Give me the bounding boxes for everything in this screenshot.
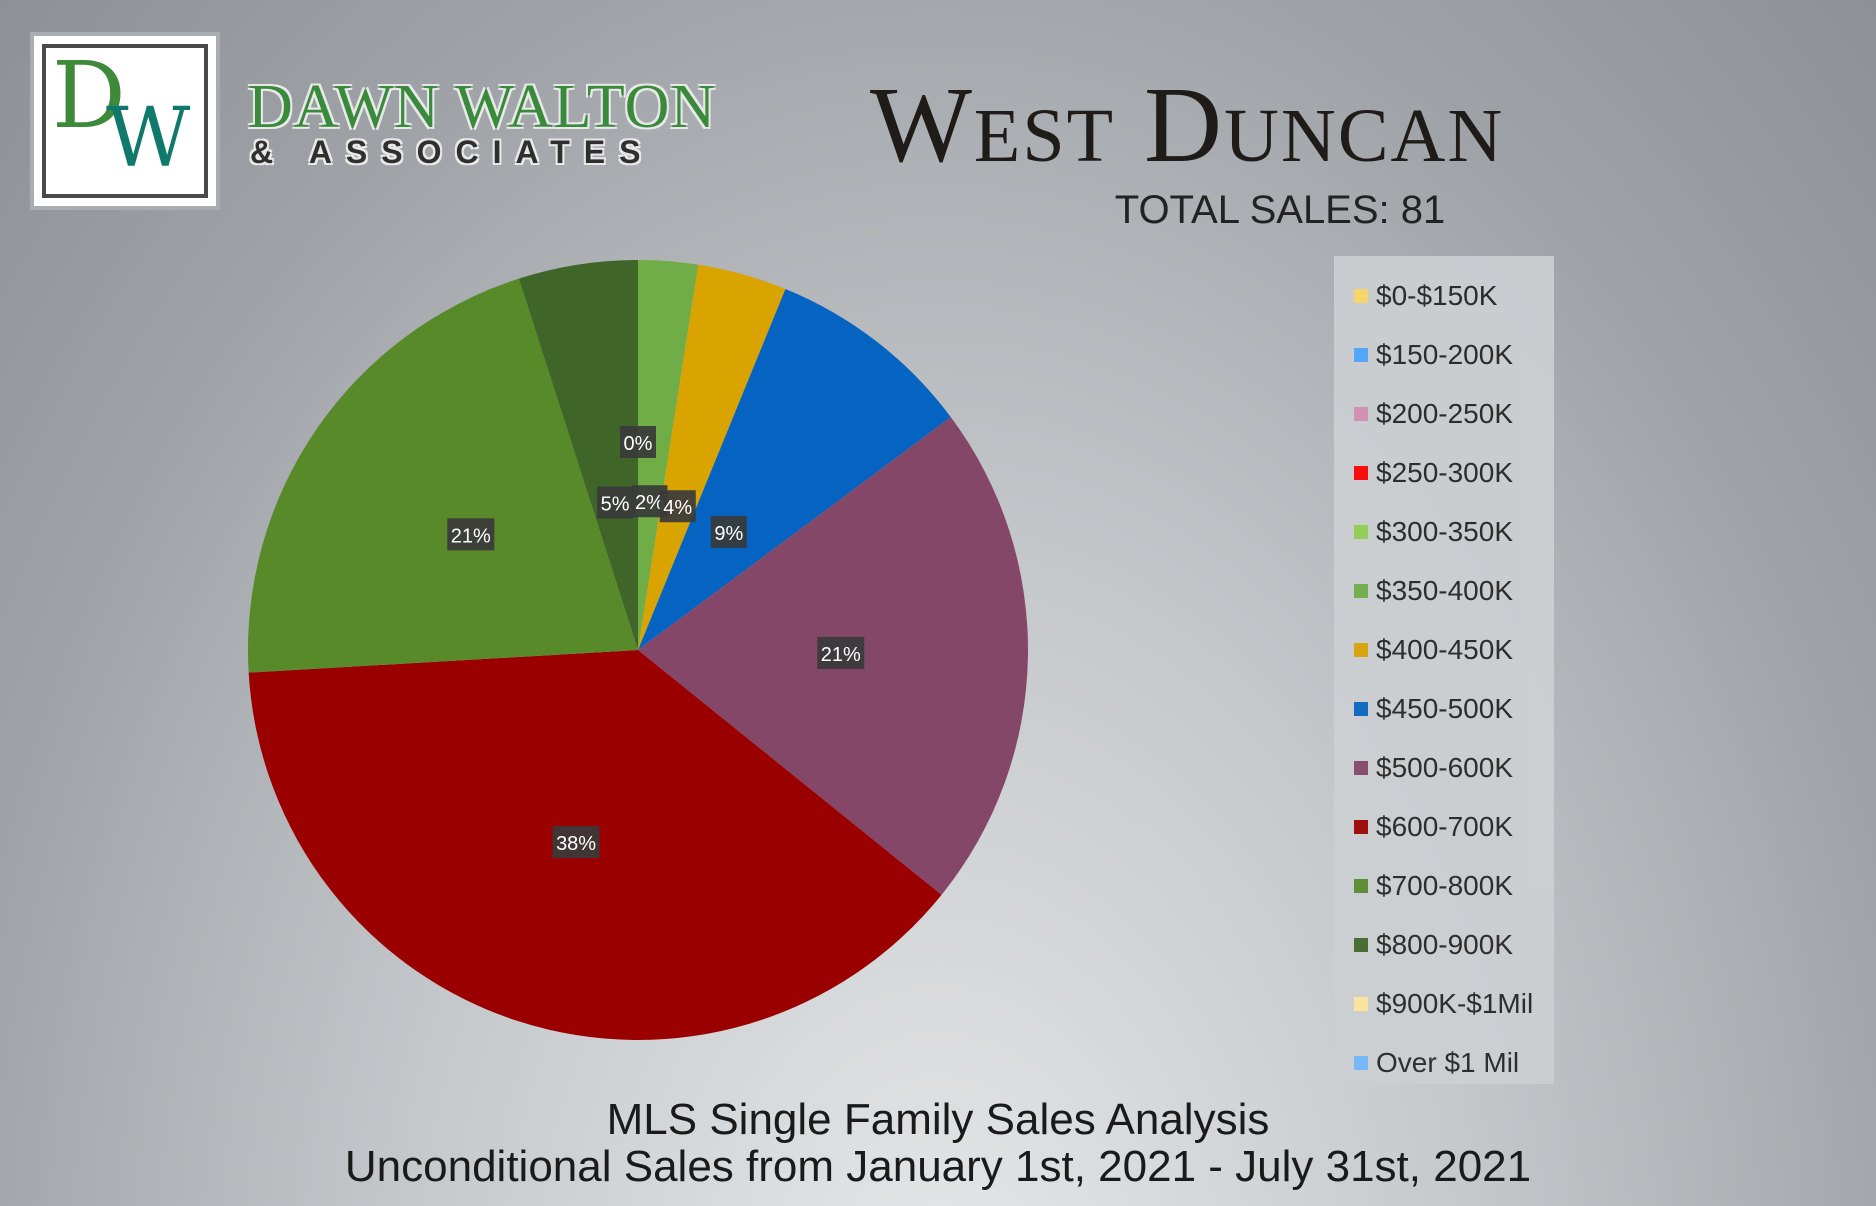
logo-frame: D W: [42, 44, 208, 198]
legend-item: $600-700K: [1334, 797, 1554, 856]
legend-label: $300-350K: [1376, 515, 1514, 547]
legend-swatch: [1354, 347, 1368, 362]
legend-swatch: [1354, 819, 1368, 834]
data-label-text: 38%: [556, 833, 596, 855]
logo-letter-w: W: [106, 91, 191, 186]
legend-label: $700-800K: [1376, 869, 1514, 901]
data-label-400-450k: 4%: [659, 490, 696, 523]
pie-slices: [248, 260, 1029, 1041]
legend-swatch: [1354, 288, 1368, 303]
pie-slice-350-400k: [638, 260, 699, 650]
data-label-box: [817, 636, 865, 669]
legend-item: $500-600K: [1334, 738, 1554, 797]
data-label-450-500k: 9%: [710, 515, 747, 548]
legend-item: $900K-$1Mil: [1334, 974, 1554, 1033]
legend-item: $150-200K: [1334, 325, 1554, 384]
legend-item: $400-450K: [1334, 620, 1554, 679]
legend-label: $500-600K: [1376, 751, 1514, 783]
legend-label: $350-400K: [1376, 574, 1514, 606]
legend-swatch: [1354, 937, 1368, 952]
data-label-box: [659, 490, 696, 523]
footer-title: MLS Single Family Sales Analysis: [606, 1095, 1270, 1144]
data-label-text: 21%: [451, 525, 491, 547]
legend-item: $250-300K: [1334, 443, 1554, 502]
data-label-800-900k: 5%: [597, 486, 634, 519]
legend-label: $400-450K: [1376, 633, 1514, 665]
data-label-500-600k: 21%: [817, 636, 865, 669]
legend-item: $700-800K: [1334, 856, 1554, 915]
legend-label: $800-900K: [1376, 928, 1514, 960]
legend-swatch: [1354, 642, 1368, 657]
legend-label: $900K-$1Mil: [1376, 987, 1534, 1019]
brand-subtitle: & ASSOCIATES: [250, 134, 655, 170]
data-label-box: [447, 518, 495, 551]
legend-item: $800-900K: [1334, 915, 1554, 974]
data-label-box: [597, 486, 634, 519]
legend-label: $450-500K: [1376, 692, 1514, 724]
footer-subtitle: Unconditional Sales from January 1st, 20…: [344, 1142, 1532, 1191]
data-label-text: 0%: [624, 433, 653, 455]
data-label-700-800k: 21%: [447, 518, 495, 551]
logo: D W: [30, 32, 220, 210]
legend-swatch: [1354, 878, 1368, 893]
legend-item: $350-400K: [1334, 561, 1554, 620]
legend-label: $0-$150K: [1376, 279, 1498, 311]
legend-swatch: [1354, 996, 1368, 1011]
legend-item: $0-$150K: [1334, 266, 1554, 325]
data-label-box: [710, 515, 747, 548]
pie-slice-400-450k: [638, 264, 786, 650]
legend-item: $300-350K: [1334, 502, 1554, 561]
legend-swatch: [1354, 406, 1368, 421]
data-label-text: 5%: [601, 494, 630, 516]
legend-item: $200-250K: [1334, 384, 1554, 443]
legend-swatch: [1354, 465, 1368, 480]
legend-swatch: [1354, 701, 1368, 716]
data-label-text: 4%: [663, 497, 692, 519]
legend-label: $250-300K: [1376, 456, 1514, 488]
data-label-box: [620, 426, 656, 458]
legend-label: Over $1 Mil: [1376, 1046, 1520, 1078]
data-label-box: [552, 826, 600, 859]
legend-item: Over $1 Mil: [1334, 1033, 1554, 1092]
total-sales: TOTAL SALES: 81: [1114, 188, 1446, 232]
logo-letter-d: D: [52, 42, 126, 149]
data-label-text: 21%: [821, 644, 861, 666]
pie-data-labels: 0% 2% 4% 9% 21% 38% 21% 5%: [447, 426, 865, 859]
legend-label: $150-200K: [1376, 338, 1514, 370]
chart-title: West Duncan: [870, 66, 1505, 185]
legend-swatch: [1354, 760, 1368, 775]
pie-slice-800-900k: [518, 260, 638, 650]
brand-name: DAWN WALTON: [248, 73, 717, 141]
pie-slice-700-800k: [248, 278, 638, 673]
legend-swatch: [1354, 524, 1368, 539]
legend: $0-$150K $150-200K $200-250K $250-300K $300-…: [1334, 256, 1554, 1084]
pie-slice-450-500k: [638, 288, 951, 650]
legend-swatch: [1354, 583, 1368, 598]
data-label-300-350k: 0%: [620, 426, 656, 458]
legend-label: $600-700K: [1376, 810, 1514, 842]
data-label-text: 9%: [714, 523, 743, 545]
legend-label: $200-250K: [1376, 397, 1514, 429]
data-label-text: 2%: [635, 492, 664, 514]
legend-item: $450-500K: [1334, 679, 1554, 738]
data-label-600-700k: 38%: [552, 826, 600, 859]
legend-swatch: [1354, 1055, 1368, 1070]
